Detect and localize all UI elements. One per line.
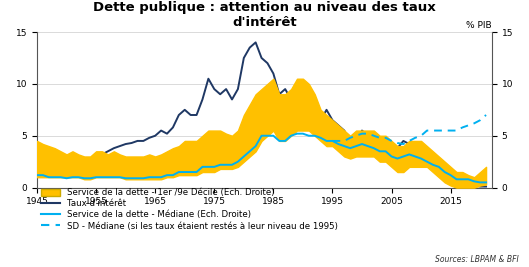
- Legend: Service de la dette - 1er /9e Décile (Ech. Droite), Taux d'intérêt, Service de l: Service de la dette - 1er /9e Décile (Ec…: [41, 188, 338, 231]
- Title: Dette publique : attention au niveau des taux
d'intérêt: Dette publique : attention au niveau des…: [93, 2, 436, 29]
- Text: % PIB: % PIB: [467, 21, 492, 30]
- Text: Sources: LBPAM & BFI: Sources: LBPAM & BFI: [435, 255, 518, 264]
